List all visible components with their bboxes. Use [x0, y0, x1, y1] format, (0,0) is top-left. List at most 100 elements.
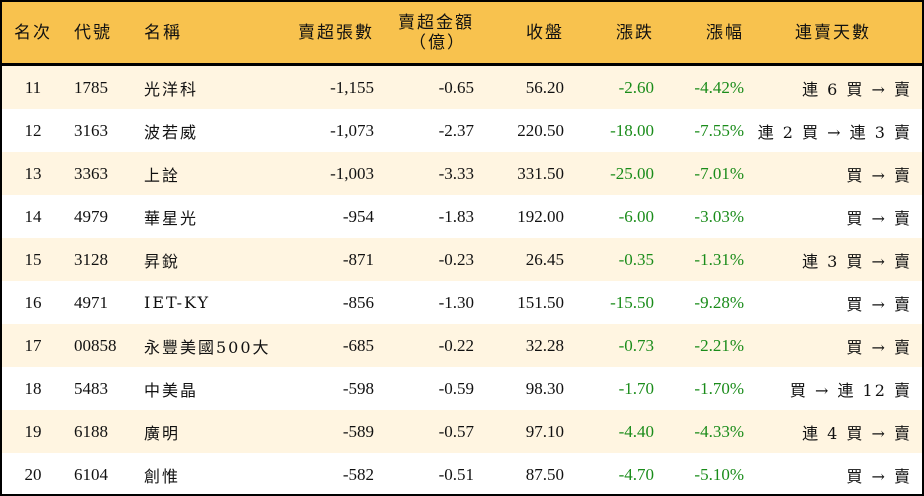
cell-close: 56.20	[474, 64, 564, 109]
cell-net-sell-amount: -0.65	[374, 64, 474, 109]
cell-change-pct: -9.28%	[694, 292, 744, 312]
cell-name: 華星光	[144, 208, 199, 228]
cell-name: 中美晶	[144, 380, 199, 400]
cell-change-pct: -7.01%	[654, 152, 744, 195]
cell-net-sell-amount: -2.37	[438, 120, 474, 140]
cell-streak: 買 → 連 12 賣	[789, 380, 912, 400]
cell-streak: 連 6 買 → 賣	[744, 64, 922, 109]
cell-rank: 17	[2, 324, 64, 367]
header-net-sell-amount-unit: （億）	[409, 32, 466, 53]
cell-net-sell-lots: -598	[342, 378, 374, 398]
cell-code: 4979	[74, 206, 108, 226]
cell-close: 97.10	[474, 410, 564, 453]
header-change: 漲跌	[564, 2, 654, 66]
cell-code: 3128	[64, 238, 134, 281]
cell-close: 220.50	[517, 120, 564, 140]
cell-change: -1.70	[618, 378, 654, 398]
cell-close: 151.50	[517, 292, 564, 312]
table-row: 17 00858 永豐美國500大 -685 -0.22 32.28 -0.73 -2.21%…	[2, 324, 922, 367]
cell-code: 00858	[64, 324, 134, 367]
cell-name: 創惟	[144, 466, 181, 486]
header-net-sell-amount-label: 賣超金額	[398, 12, 474, 33]
cell-change: -15.50	[610, 292, 654, 312]
cell-net-sell-lots: -1,073	[330, 120, 374, 140]
cell-code: 5483	[74, 378, 108, 398]
cell-change: -6.00	[618, 206, 654, 226]
cell-net-sell-amount: -1.83	[438, 206, 474, 226]
cell-code: 3363	[64, 152, 134, 195]
table-row: 18 5483 中美晶 -598 -0.59 98.30 -1.70 -1.70% 買 → 連 …	[2, 367, 922, 410]
cell-net-sell-lots: -582	[342, 464, 374, 484]
table-row: 20 6104 創惟 -582 -0.51 87.50 -4.70 -5.10% 買 → 賣	[2, 453, 922, 496]
cell-change: -0.73	[564, 324, 654, 367]
cell-close: 192.00	[517, 206, 564, 226]
cell-streak: 買 → 賣	[846, 294, 912, 314]
cell-rank: 13	[2, 152, 64, 195]
cell-net-sell-amount: -3.33	[374, 152, 474, 195]
table-row: 13 3363 上詮 -1,003 -3.33 331.50 -25.00 -7.01% 買 →…	[2, 152, 922, 195]
cell-name: 永豐美國500大	[134, 324, 274, 367]
cell-change-pct: -5.10%	[694, 464, 744, 484]
cell-close: 32.28	[474, 324, 564, 367]
cell-code: 4971	[74, 292, 108, 312]
header-row: 名次 代號 名稱 賣超張數 賣超金額 （億） 收盤 漲跌 漲幅 連賣天數	[2, 2, 922, 66]
cell-rank: 18	[24, 378, 42, 398]
cell-change-pct: -4.33%	[654, 410, 744, 453]
header-code: 代號	[64, 2, 134, 66]
cell-name: 上詮	[134, 152, 274, 195]
cell-streak: 連 3 買 → 賣	[744, 238, 922, 281]
table-row: 12 3163 波若威 -1,073 -2.37 220.50 -18.00 -7.55% 連 …	[2, 109, 922, 152]
cell-net-sell-amount: -0.51	[438, 464, 474, 484]
cell-net-sell-amount: -1.30	[438, 292, 474, 312]
table-row: 19 6188 廣明 -589 -0.57 97.10 -4.40 -4.33% 連 4 買 →…	[2, 410, 922, 453]
header-net-sell-lots: 賣超張數	[274, 2, 374, 66]
cell-rank: 16	[24, 292, 42, 312]
cell-change: -4.40	[564, 410, 654, 453]
header-change-pct: 漲幅	[654, 2, 744, 66]
cell-rank: 15	[2, 238, 64, 281]
cell-rank: 12	[24, 120, 42, 140]
cell-change: -18.00	[610, 120, 654, 140]
cell-net-sell-lots: -856	[342, 292, 374, 312]
header-net-sell-amount: 賣超金額 （億）	[374, 2, 474, 66]
cell-streak: 買 → 賣	[846, 208, 912, 228]
cell-net-sell-lots: -1,003	[274, 152, 374, 195]
cell-change: -2.60	[564, 64, 654, 109]
cell-change: -4.70	[618, 464, 654, 484]
cell-close: 26.45	[474, 238, 564, 281]
cell-streak: 買 → 賣	[744, 324, 922, 367]
cell-net-sell-lots: -871	[274, 238, 374, 281]
cell-net-sell-lots: -1,155	[274, 64, 374, 109]
cell-streak: 連 2 買 → 連 3 賣	[757, 122, 912, 142]
cell-net-sell-amount: -0.59	[438, 378, 474, 398]
cell-net-sell-lots: -685	[274, 324, 374, 367]
cell-change-pct: -7.55%	[694, 120, 744, 140]
cell-rank: 20	[24, 464, 42, 484]
table-row: 16 4971 IET-KY -856 -1.30 151.50 -15.50 -9.28% 買…	[2, 281, 922, 324]
cell-change-pct: -1.31%	[654, 238, 744, 281]
cell-name: 波若威	[144, 122, 199, 142]
cell-close: 87.50	[525, 464, 564, 484]
cell-change-pct: -4.42%	[654, 64, 744, 109]
cell-close: 331.50	[474, 152, 564, 195]
cell-change: -25.00	[564, 152, 654, 195]
cell-change-pct: -3.03%	[694, 206, 744, 226]
cell-streak: 買 → 賣	[846, 466, 912, 486]
cell-name: IET-KY	[144, 293, 211, 312]
cell-net-sell-amount: -0.22	[374, 324, 474, 367]
cell-streak: 連 4 買 → 賣	[744, 410, 922, 453]
cell-streak: 買 → 賣	[744, 152, 922, 195]
cell-net-sell-amount: -0.57	[374, 410, 474, 453]
cell-rank: 11	[2, 64, 64, 109]
cell-name: 光洋科	[134, 64, 274, 109]
cell-code: 6104	[74, 464, 108, 484]
header-rank: 名次	[2, 2, 64, 66]
cell-change-pct: -1.70%	[694, 378, 744, 398]
cell-net-sell-lots: -954	[342, 206, 374, 226]
cell-net-sell-lots: -589	[274, 410, 374, 453]
header-name: 名稱	[134, 2, 274, 66]
table-row: 11 1785 光洋科 -1,155 -0.65 56.20 -2.60 -4.42% 連 6 …	[2, 64, 922, 109]
header-streak: 連賣天數	[744, 2, 922, 66]
